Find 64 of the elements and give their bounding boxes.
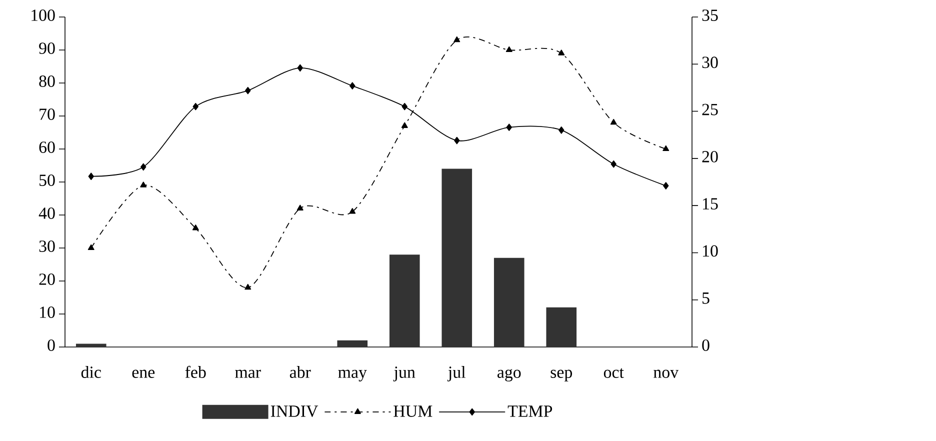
y-tick-label: 100 <box>32 10 55 21</box>
legend-label: HUM <box>394 406 432 417</box>
point <box>140 182 147 188</box>
point <box>192 224 199 230</box>
point <box>192 102 198 110</box>
y2-tick-label: 20 <box>702 150 718 162</box>
y-tick-label: 80 <box>39 76 55 87</box>
point <box>88 172 94 180</box>
point <box>663 182 669 190</box>
bar <box>389 254 420 347</box>
point <box>610 160 616 168</box>
bar <box>337 340 368 347</box>
x-tick-label: may <box>338 370 367 382</box>
point <box>558 126 564 134</box>
y-tick-label: 90 <box>39 42 55 54</box>
point <box>349 208 356 214</box>
y2-tick-label: 15 <box>703 198 718 210</box>
y-tick-label: 0 <box>48 340 55 351</box>
point <box>296 204 304 210</box>
bar <box>494 258 524 347</box>
bar <box>442 168 472 347</box>
point <box>662 145 670 152</box>
bar <box>76 344 106 347</box>
point <box>244 284 252 290</box>
y-tick-label: 20 <box>39 274 55 285</box>
x-tick-label: ago <box>497 369 521 382</box>
y-tick-label: 50 <box>40 174 55 186</box>
x-tick-label: sep <box>550 370 572 382</box>
y2-tick-label: 0 <box>702 340 710 351</box>
x-tick-label: oct <box>604 368 624 378</box>
y2-tick-label: 5 <box>702 292 710 304</box>
point <box>402 102 408 110</box>
x-tick-label: abr <box>290 366 311 378</box>
y-tick-label: 40 <box>38 208 55 219</box>
x-tick-label: dic <box>81 366 101 378</box>
point <box>140 163 146 171</box>
y2-tick-label: 25 <box>702 104 718 116</box>
y-tick-label: 30 <box>39 240 55 252</box>
x-tick-label: nov <box>654 370 679 378</box>
point <box>454 36 460 42</box>
y2-tick-label: 30 <box>702 56 718 68</box>
point <box>350 82 356 90</box>
x-tick-label: feb <box>185 366 206 378</box>
bar <box>546 307 577 347</box>
y2-tick-label: 35 <box>702 10 718 21</box>
point <box>454 136 460 144</box>
legend-label: TEMP <box>508 406 552 417</box>
x-tick-label: jun <box>393 366 416 382</box>
x-tick-label: jul <box>447 366 466 382</box>
point <box>88 244 94 250</box>
point <box>297 64 303 72</box>
y-tick-label: 70 <box>40 108 55 120</box>
y-tick-label: 60 <box>39 142 55 153</box>
point <box>610 118 617 125</box>
point <box>506 124 512 131</box>
x-tick-label: ene <box>132 370 155 378</box>
y2-tick-label: 10 <box>703 245 718 257</box>
legend-label: INDIV <box>270 406 318 417</box>
point <box>245 86 251 94</box>
y-tick-label: 10 <box>40 306 55 318</box>
point <box>506 46 512 52</box>
x-tick-label: mar <box>235 370 261 378</box>
point <box>401 122 408 128</box>
point <box>558 50 565 56</box>
